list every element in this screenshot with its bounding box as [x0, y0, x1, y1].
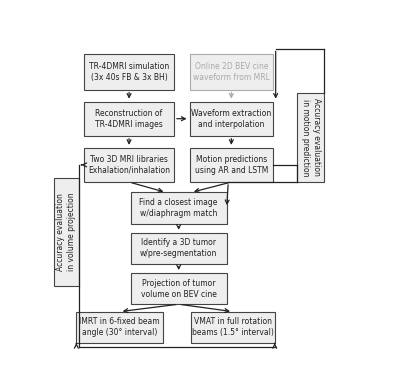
FancyBboxPatch shape: [54, 178, 78, 286]
Text: Accuracy evaluation
in motion prediction: Accuracy evaluation in motion prediction: [301, 98, 321, 176]
Text: Projection of tumor
volume on BEV cine: Projection of tumor volume on BEV cine: [141, 279, 216, 299]
FancyBboxPatch shape: [190, 148, 273, 182]
FancyBboxPatch shape: [84, 148, 174, 182]
Text: Reconstruction of
TR-4DMRI images: Reconstruction of TR-4DMRI images: [95, 109, 163, 129]
FancyBboxPatch shape: [190, 54, 273, 90]
FancyBboxPatch shape: [84, 54, 174, 90]
FancyBboxPatch shape: [76, 312, 163, 343]
FancyBboxPatch shape: [131, 192, 227, 224]
Text: TR-4DMRI simulation
(3x 40s FB & 3x BH): TR-4DMRI simulation (3x 40s FB & 3x BH): [89, 62, 169, 82]
Text: Find a closest image
w/diaphragm match: Find a closest image w/diaphragm match: [140, 198, 218, 218]
FancyBboxPatch shape: [297, 92, 324, 182]
Text: Accuracy evaluation
in volume projection: Accuracy evaluation in volume projection: [56, 193, 76, 271]
FancyBboxPatch shape: [190, 101, 273, 136]
Text: Waveform extraction
and interpolation: Waveform extraction and interpolation: [191, 109, 272, 129]
Text: Motion predictions
using AR and LSTM: Motion predictions using AR and LSTM: [195, 155, 268, 175]
FancyBboxPatch shape: [131, 233, 227, 264]
Text: IMRT in 6-fixed beam
angle (30° interval): IMRT in 6-fixed beam angle (30° interval…: [80, 317, 160, 337]
FancyBboxPatch shape: [131, 273, 227, 304]
Text: Two 3D MRI libraries
Exhalation/inhalation: Two 3D MRI libraries Exhalation/inhalati…: [88, 155, 170, 175]
Text: VMAT in full rotation
beams (1.5° interval): VMAT in full rotation beams (1.5° interv…: [192, 317, 274, 337]
FancyBboxPatch shape: [191, 312, 275, 343]
FancyBboxPatch shape: [84, 101, 174, 136]
Text: Online 2D BEV cine
waveform from MRL: Online 2D BEV cine waveform from MRL: [193, 62, 270, 82]
Text: Identify a 3D tumor
w/pre-segmentation: Identify a 3D tumor w/pre-segmentation: [140, 238, 217, 259]
